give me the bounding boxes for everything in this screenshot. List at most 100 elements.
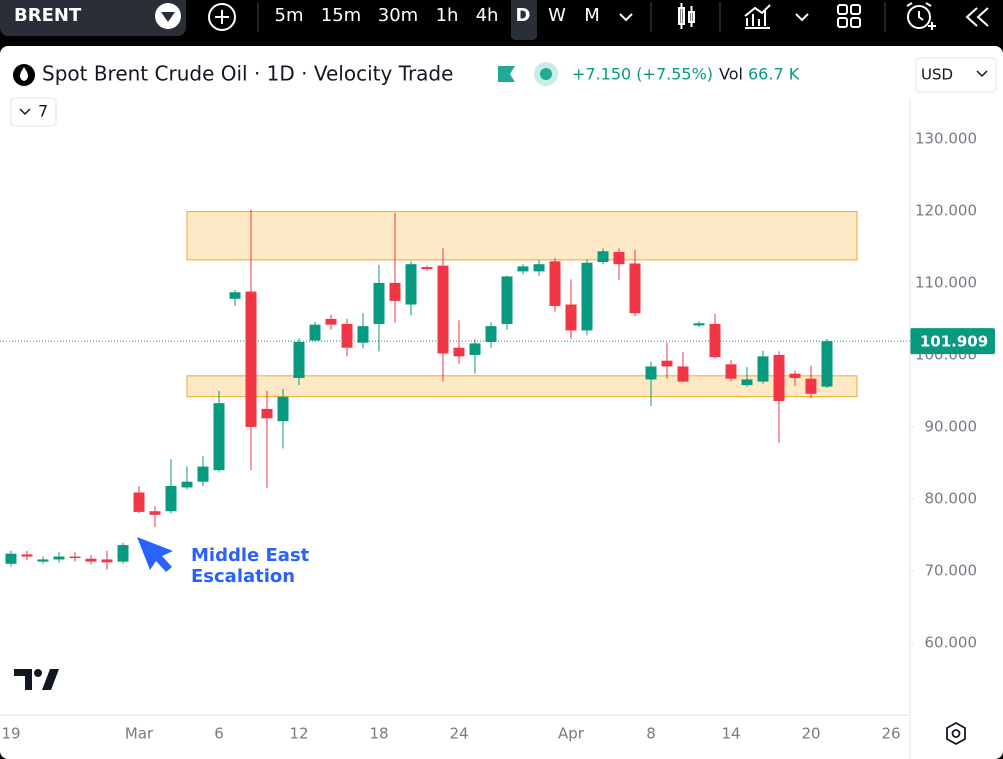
x-tick-label: 24 <box>449 725 468 743</box>
x-tick-label: 18 <box>369 725 388 743</box>
candle-body <box>85 558 97 562</box>
indicator-toggle[interactable] <box>10 97 57 127</box>
candle-body <box>325 318 337 325</box>
x-tick-label: Apr <box>558 725 585 743</box>
status-dot <box>540 68 552 80</box>
candle-body <box>133 492 145 512</box>
y-tick-label: 130.000 <box>915 129 977 147</box>
symbol-box[interactable] <box>0 0 186 36</box>
x-tick-label: 12 <box>289 725 308 743</box>
tv-logo <box>14 669 59 690</box>
candle-body <box>709 323 721 358</box>
timeframe[interactable]: 1h <box>436 5 459 26</box>
timeframe[interactable]: 15m <box>321 5 361 26</box>
active-timeframe-box <box>511 0 537 40</box>
flag[interactable] <box>498 66 515 82</box>
candle-body <box>405 264 417 305</box>
y-tick-label: 70.000 <box>925 561 978 579</box>
timeframe[interactable]: 30m <box>378 5 418 26</box>
y-tick-label: 120.000 <box>915 201 977 219</box>
candle-body <box>533 264 545 272</box>
annotation-text: Escalation <box>191 566 295 587</box>
candle-body <box>661 360 673 367</box>
alert-icon[interactable] <box>906 2 936 30</box>
candle-body <box>229 292 241 299</box>
candle-body <box>213 403 225 471</box>
indicator-chevron <box>19 108 31 116</box>
volume-label: Vol <box>719 65 743 84</box>
candle-body <box>805 378 817 394</box>
candle-body <box>581 262 593 331</box>
candle-body <box>645 366 657 380</box>
currency: USD <box>921 66 953 84</box>
timeframe-menu[interactable] <box>619 13 633 22</box>
candle-body <box>773 354 785 402</box>
annotation-text: Middle East <box>191 545 310 566</box>
candle-body <box>341 323 353 348</box>
add-glyph <box>215 10 229 24</box>
timeframe[interactable]: 4h <box>476 5 499 26</box>
candle-body <box>597 251 609 263</box>
price-zone <box>186 211 858 261</box>
candle-body <box>357 326 369 343</box>
candle-body <box>421 267 433 270</box>
replay-icon[interactable] <box>965 7 989 27</box>
candle-body <box>549 261 561 306</box>
candle-body <box>293 341 305 378</box>
indicators-menu[interactable] <box>795 13 809 22</box>
indicators-icon[interactable] <box>744 4 771 29</box>
candle-body <box>613 251 625 265</box>
candle-body <box>37 559 49 562</box>
x-tick-label: 14 <box>721 725 740 743</box>
candle-body <box>309 324 321 341</box>
candle-body <box>821 341 833 387</box>
y-tick-label: 80.000 <box>925 489 978 507</box>
candle-body <box>5 553 17 564</box>
candle-body <box>117 545 129 562</box>
candle-body <box>757 356 769 382</box>
x-tick-label: 8 <box>646 725 656 743</box>
candle-body <box>469 343 481 355</box>
chart-type-icon[interactable] <box>678 3 695 29</box>
candle-body <box>501 276 513 324</box>
candle-body <box>677 366 689 382</box>
y-tick-label: 90.000 <box>925 417 978 435</box>
candle-body <box>389 282 401 301</box>
x-tick-label: Mar <box>125 725 154 743</box>
timeframe[interactable]: 5m <box>275 5 304 26</box>
candle-body <box>245 291 257 427</box>
add-button[interactable] <box>208 3 236 31</box>
candle-body <box>197 466 209 482</box>
chart-title: Spot Brent Crude Oil · 1D · Velocity Tra… <box>42 62 453 86</box>
last-price-label: 101.909 <box>920 333 988 351</box>
candle-body <box>373 282 385 324</box>
settings-icon[interactable] <box>946 721 966 746</box>
symbol: BRENT <box>14 5 82 26</box>
y-tick-label: 60.000 <box>925 633 978 651</box>
candle-body <box>565 304 577 331</box>
timeframe[interactable]: W <box>548 5 566 26</box>
candle-body <box>181 481 193 488</box>
annotation-arrow <box>137 537 173 572</box>
currency-box[interactable] <box>915 57 997 93</box>
symbol-icon-glyph <box>161 12 175 22</box>
candle-body <box>261 408 273 419</box>
candle-body <box>53 556 65 560</box>
price-change: +7.150 (+7.55%) <box>572 65 713 84</box>
currency-menu <box>976 70 988 78</box>
candle-body <box>437 265 449 354</box>
timeframe[interactable]: D <box>516 5 531 26</box>
candle-body <box>101 559 113 563</box>
candle-body <box>693 323 705 326</box>
price-zone <box>186 375 858 398</box>
indicator-count: 7 <box>38 102 48 121</box>
candle-body <box>453 347 465 357</box>
symbol-logo-glyph <box>20 67 28 81</box>
timeframes: 5m 15m 30m 1h 4h D W M <box>275 5 600 26</box>
timeframe[interactable]: M <box>584 5 600 26</box>
layout-icon[interactable] <box>837 4 861 28</box>
candle-body <box>485 326 497 342</box>
x-tick-label: 20 <box>801 725 820 743</box>
